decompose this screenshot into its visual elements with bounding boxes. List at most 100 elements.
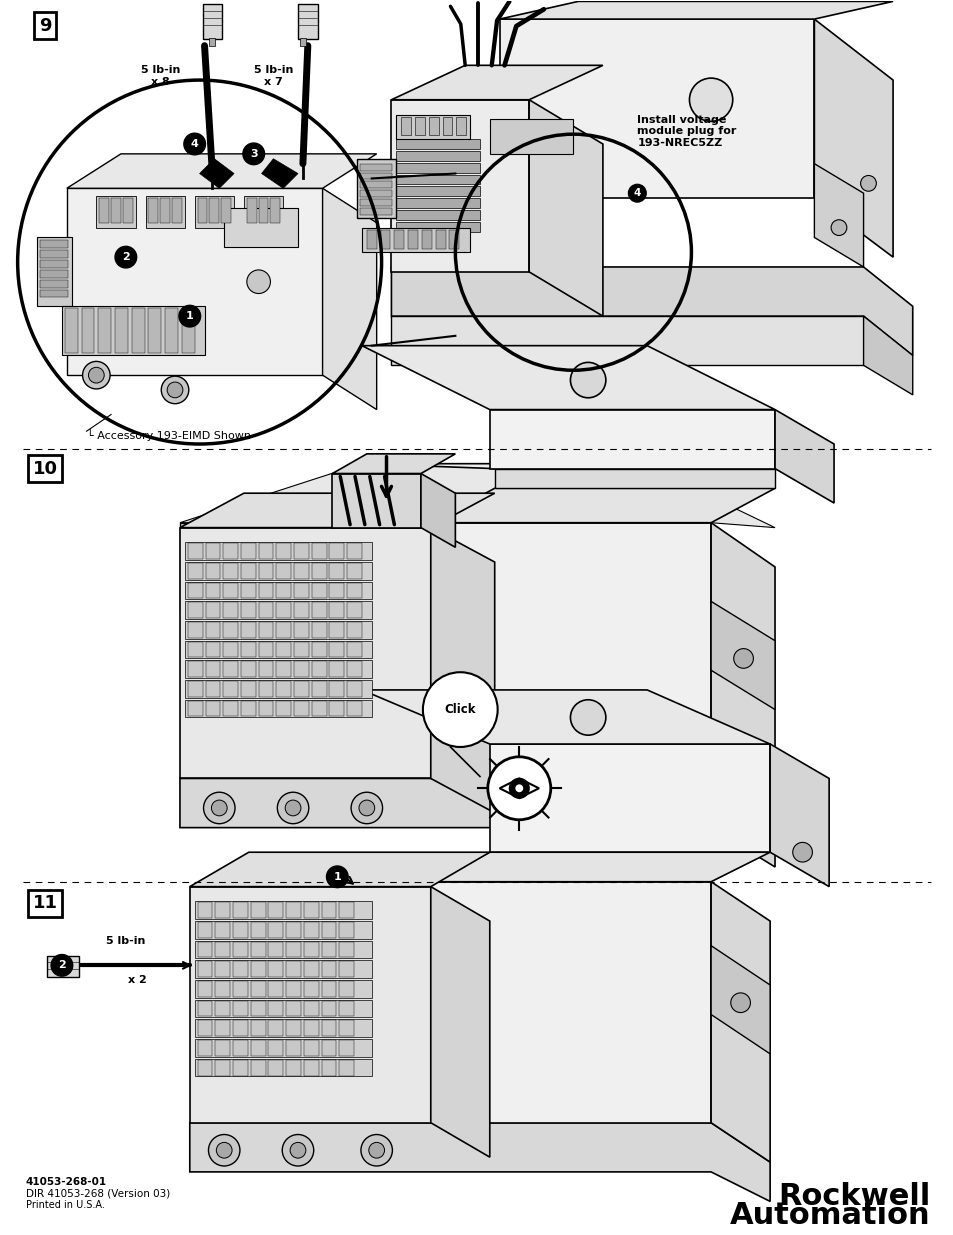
Bar (40, 289, 68, 298)
Bar (205, 622, 220, 637)
Bar (188, 700, 202, 716)
Polygon shape (710, 522, 774, 823)
Polygon shape (710, 946, 769, 1053)
Bar (205, 642, 220, 657)
Polygon shape (194, 981, 372, 998)
Bar (223, 543, 237, 559)
Polygon shape (538, 183, 578, 282)
Text: 5 lb-in
x 7: 5 lb-in x 7 (253, 65, 293, 86)
Circle shape (628, 184, 645, 203)
Polygon shape (431, 887, 489, 1157)
Bar (241, 543, 255, 559)
Bar (329, 583, 344, 599)
Bar (40, 241, 68, 248)
Polygon shape (199, 159, 233, 188)
Bar (408, 230, 417, 249)
Bar (132, 309, 145, 352)
Bar (268, 981, 283, 997)
Polygon shape (489, 183, 538, 257)
Bar (251, 981, 265, 997)
Bar (197, 1040, 213, 1056)
Text: Install voltage
module plug for
193-NREC5ZZ: Install voltage module plug for 193-NREC… (637, 115, 736, 148)
Bar (188, 680, 202, 697)
Text: 2: 2 (58, 961, 66, 971)
Text: 9: 9 (39, 17, 51, 35)
Polygon shape (194, 1000, 372, 1018)
Circle shape (326, 866, 348, 888)
Bar (197, 198, 207, 222)
Bar (276, 622, 291, 637)
Polygon shape (180, 493, 495, 527)
Bar (394, 230, 404, 249)
Polygon shape (529, 100, 602, 316)
Bar (321, 1060, 336, 1076)
Bar (160, 198, 170, 222)
Circle shape (570, 362, 605, 398)
Bar (347, 622, 361, 637)
Circle shape (89, 367, 104, 383)
Text: 1: 1 (334, 872, 341, 882)
Bar (268, 942, 283, 957)
Bar (221, 198, 231, 222)
Circle shape (167, 382, 183, 398)
Bar (286, 981, 300, 997)
Polygon shape (395, 174, 479, 184)
Bar (304, 1000, 318, 1016)
Bar (223, 583, 237, 599)
Bar (294, 583, 309, 599)
Bar (294, 662, 309, 677)
Polygon shape (814, 164, 862, 267)
Bar (205, 662, 220, 677)
Bar (268, 903, 283, 918)
Bar (428, 117, 438, 135)
Bar (115, 309, 128, 352)
Polygon shape (395, 151, 479, 161)
Text: 1: 1 (186, 311, 193, 321)
Bar (258, 543, 274, 559)
Polygon shape (774, 410, 833, 503)
Bar (347, 583, 361, 599)
Bar (442, 117, 452, 135)
Bar (215, 1060, 230, 1076)
Bar (286, 942, 300, 957)
Circle shape (792, 842, 812, 862)
Bar (339, 1020, 354, 1036)
Text: 41053-268-01: 41053-268-01 (26, 1177, 107, 1187)
Bar (312, 622, 326, 637)
Bar (312, 662, 326, 677)
Bar (294, 642, 309, 657)
Bar (359, 199, 392, 206)
Bar (286, 1060, 300, 1076)
Bar (297, 5, 317, 38)
Bar (205, 563, 220, 579)
Polygon shape (185, 700, 372, 718)
Bar (215, 1040, 230, 1056)
Bar (276, 543, 291, 559)
Polygon shape (710, 601, 774, 710)
Polygon shape (67, 188, 322, 375)
Bar (304, 1060, 318, 1076)
Polygon shape (431, 488, 774, 522)
Polygon shape (96, 196, 135, 227)
Circle shape (360, 1135, 392, 1166)
Polygon shape (361, 346, 774, 410)
Polygon shape (431, 852, 769, 882)
Polygon shape (862, 316, 912, 395)
Polygon shape (431, 882, 710, 1123)
Bar (233, 1060, 248, 1076)
Bar (233, 903, 248, 918)
Text: 2: 2 (122, 252, 130, 262)
Bar (40, 251, 68, 258)
Polygon shape (710, 882, 769, 1162)
Text: Automation: Automation (729, 1202, 929, 1230)
Bar (329, 680, 344, 697)
Bar (312, 700, 326, 716)
Bar (312, 543, 326, 559)
Bar (276, 583, 291, 599)
Circle shape (209, 1135, 240, 1166)
Circle shape (860, 175, 876, 191)
Bar (270, 198, 280, 222)
Bar (268, 1020, 283, 1036)
Bar (233, 942, 248, 957)
Circle shape (161, 377, 189, 404)
